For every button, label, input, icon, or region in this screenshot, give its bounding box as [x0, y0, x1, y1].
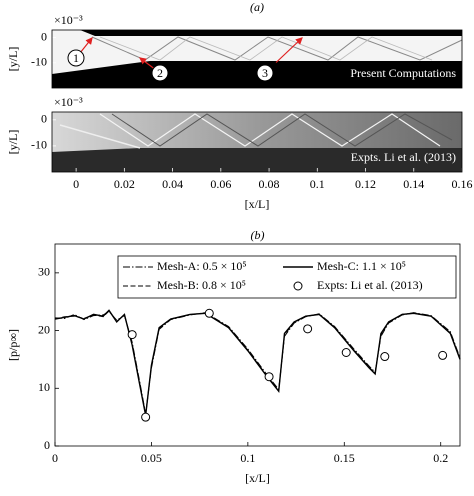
marker-label: 2	[157, 66, 163, 80]
x-tick-label: 0.08	[259, 177, 280, 191]
y-tick-label: -10	[31, 55, 47, 69]
x-tick-label: 0.05	[141, 451, 162, 465]
x-axis-label: [x/L]	[245, 197, 270, 211]
x-tick-label: 0.14	[403, 177, 424, 191]
legend-label: Mesh-A: 0.5 × 10⁵	[157, 259, 247, 273]
x-tick-label: 0	[73, 177, 79, 191]
x-axis-label: [x/L]	[245, 471, 270, 485]
x-tick-label: 0.1	[310, 177, 325, 191]
marker-arrow	[80, 37, 93, 53]
marker-label: 1	[73, 51, 79, 65]
expt-point	[141, 412, 151, 422]
marker-circle	[67, 49, 85, 67]
y-tick-label: 20	[38, 322, 50, 336]
y-tick-label: 30	[38, 265, 50, 279]
expt-point	[204, 308, 214, 318]
marker-arrow	[275, 37, 303, 63]
x-tick-label: 0.02	[114, 177, 135, 191]
y-tick-label: 0	[41, 29, 47, 43]
legend-label: Expts: Li et al. (2013)	[317, 278, 423, 292]
y-tick-label: 0	[41, 112, 47, 126]
y-axis-label: [y/L]	[6, 47, 20, 72]
expt-point	[303, 324, 313, 334]
image-annotation: Expts. Li et al. (2013)	[351, 150, 456, 164]
plot-frame	[51, 111, 463, 173]
x-tick-label: 0.04	[162, 177, 183, 191]
expt-point	[264, 372, 274, 382]
plot-frame	[54, 243, 461, 447]
x-tick-label: 0.06	[210, 177, 231, 191]
y-multiplier: ×10⁻³	[54, 95, 83, 109]
experiment-image	[52, 112, 462, 172]
expt-point	[380, 352, 390, 362]
x-tick-label: 0.12	[355, 177, 376, 191]
expt-point	[127, 330, 137, 340]
series-line	[54, 309, 461, 416]
legend-box	[117, 255, 457, 299]
x-tick-label: 0	[52, 451, 58, 465]
expt-point	[341, 348, 351, 358]
x-tick-label: 0.2	[433, 451, 448, 465]
image-annotation: Present Computations	[350, 66, 456, 80]
panel-label: (a)	[250, 0, 264, 14]
marker-circle	[151, 64, 169, 82]
marker-label: 3	[262, 66, 268, 80]
plot-frame	[51, 29, 463, 89]
y-tick-label: 0	[44, 438, 50, 452]
marker-arrow	[139, 57, 155, 69]
panel-label: (b)	[251, 228, 265, 242]
legend-label: Mesh-B: 0.8 × 10⁵	[157, 278, 246, 292]
y-tick-label: -10	[31, 138, 47, 152]
expt-point	[438, 350, 448, 360]
x-tick-label: 0.1	[240, 451, 255, 465]
legend-marker	[293, 281, 303, 291]
y-multiplier: ×10⁻³	[54, 13, 83, 27]
x-tick-label: 0.16	[452, 177, 473, 191]
y-axis-label: [y/L]	[6, 130, 20, 155]
y-axis-label: [p/p∞]	[6, 329, 20, 361]
legend-label: Mesh-C: 1.1 × 10⁵	[317, 259, 406, 273]
x-tick-label: 0.15	[334, 451, 355, 465]
marker-circle	[256, 64, 274, 82]
y-tick-label: 10	[38, 380, 50, 394]
